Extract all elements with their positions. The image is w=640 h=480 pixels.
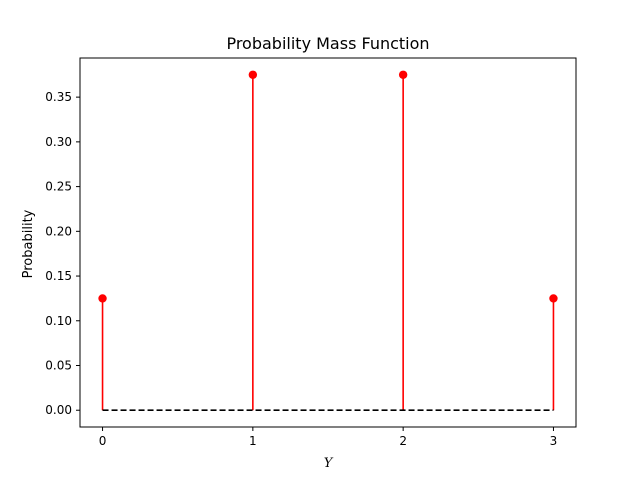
y-tick-label: 0.20 <box>45 224 72 238</box>
y-tick-label: 0.30 <box>45 135 72 149</box>
plot-area: 0 1 2 3 0.00 0.05 0.10 0.15 0.20 0.25 0.30 0.35 <box>45 57 577 448</box>
stem-marker <box>398 70 408 79</box>
y-tick-label: 0.00 <box>45 403 72 417</box>
chart-title: Probability Mass Function <box>226 34 429 53</box>
y-tick-label: 0.25 <box>45 180 72 194</box>
stem-marker <box>98 294 107 303</box>
stem-marker <box>549 294 558 303</box>
y-axis-label: Probability <box>21 209 36 278</box>
x-tick-label: 1 <box>249 434 257 448</box>
x-axis-label: Y <box>324 456 334 471</box>
x-tick-label: 0 <box>99 434 107 448</box>
y-tick-label: 0.10 <box>45 314 72 328</box>
x-tick-label: 3 <box>550 434 558 448</box>
x-tick-label: 2 <box>399 434 407 448</box>
stem-marker <box>248 70 258 79</box>
y-tick-label: 0.15 <box>45 269 72 283</box>
plot-frame <box>79 57 577 428</box>
y-tick-label: 0.35 <box>45 90 72 104</box>
y-tick-label: 0.05 <box>45 359 72 373</box>
